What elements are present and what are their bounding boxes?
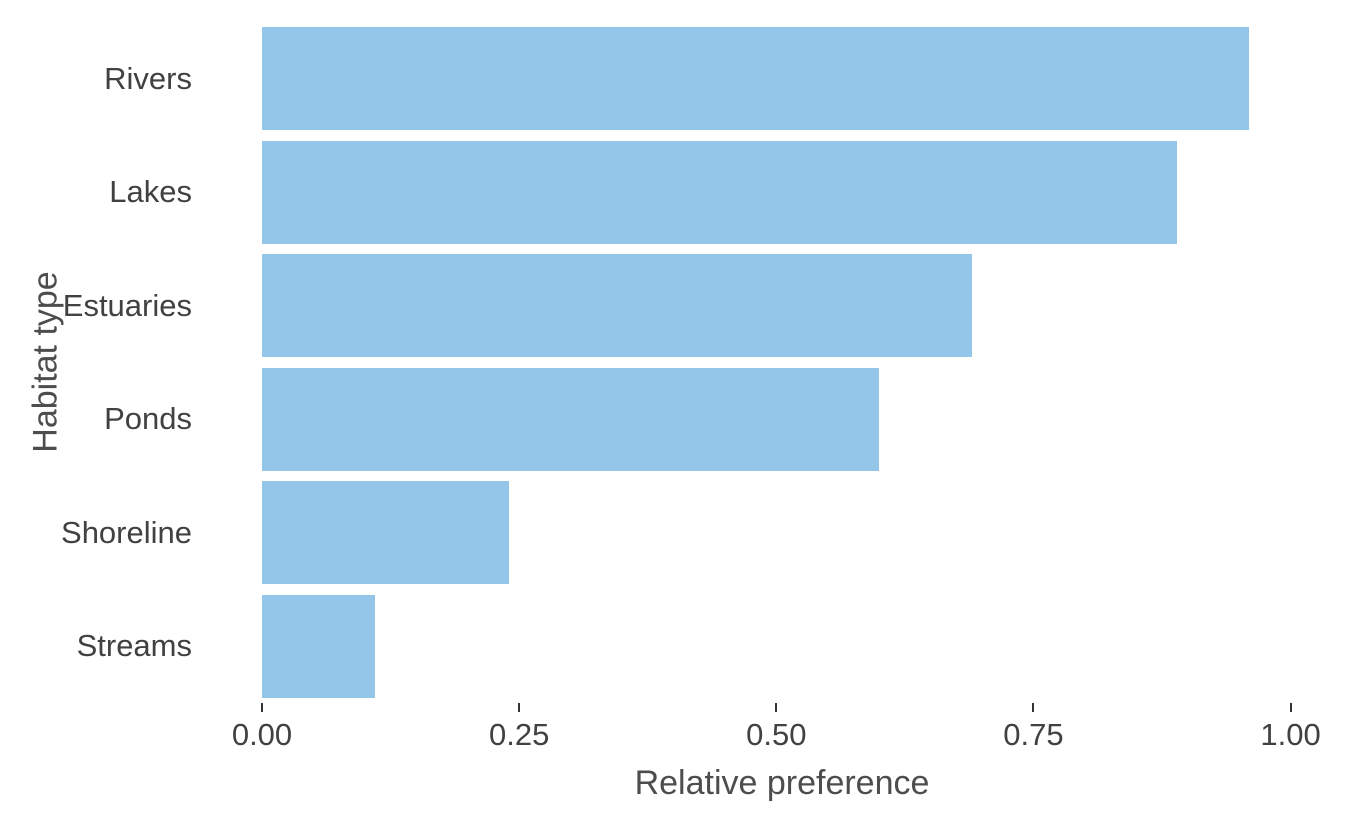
bar-ponds — [262, 367, 880, 471]
bar-estuaries — [262, 254, 972, 358]
x-axis-title: Relative preference — [634, 764, 930, 802]
y-axis-label-lakes: Lakes — [109, 174, 192, 210]
x-tick-mark — [1032, 703, 1035, 712]
x-tick-label: 0.00 — [231, 717, 293, 752]
bar-lakes — [262, 140, 1178, 244]
y-axis-labels: Rivers Lakes Estuaries Ponds Shoreline Stream… — [0, 22, 192, 703]
bar-row-shoreline — [262, 476, 1302, 590]
x-tick-label: 0.75 — [1003, 717, 1064, 752]
x-tick-label: 1.00 — [1260, 717, 1321, 752]
y-axis-label-shoreline: Shoreline — [61, 514, 192, 550]
x-tick-mark — [261, 703, 263, 712]
plot-panel — [262, 22, 1302, 703]
bar-row-ponds — [262, 363, 1302, 477]
bar-row-streams — [262, 590, 1302, 704]
x-tick-label: 0.50 — [746, 717, 807, 752]
x-tick-mark — [775, 703, 778, 712]
y-axis-label-rivers: Rivers — [104, 60, 192, 96]
bar-rivers — [262, 27, 1250, 131]
bar-row-lakes — [262, 136, 1302, 250]
bar-row-estuaries — [262, 249, 1302, 363]
x-tick-label: 0.25 — [488, 717, 550, 752]
y-axis-label-streams: Streams — [76, 628, 192, 664]
x-tick-mark — [518, 703, 521, 712]
x-axis: 0.00 0.25 0.50 0.75 1.00 — [232, 703, 1321, 763]
y-axis-label-ponds: Ponds — [104, 401, 192, 437]
bar-shoreline — [262, 481, 509, 585]
bar-streams — [262, 594, 376, 698]
x-tick-mark — [1289, 703, 1292, 712]
y-axis-label-estuaries: Estuaries — [62, 287, 192, 323]
bar-row-rivers — [262, 22, 1302, 136]
